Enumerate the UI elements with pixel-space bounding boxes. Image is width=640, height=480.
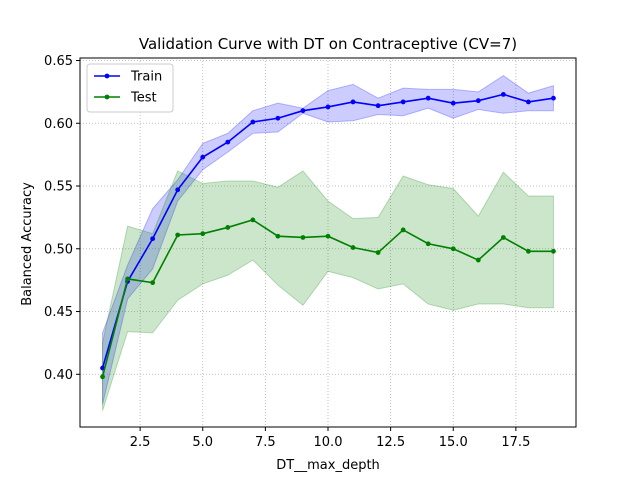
- train-data-point: [400, 99, 406, 105]
- train-data-point: [275, 115, 281, 121]
- x-tick-label: 17.5: [501, 435, 530, 450]
- train-data-point: [450, 100, 456, 106]
- y-tick-label: 0.45: [44, 305, 73, 320]
- train-data-point: [200, 154, 206, 160]
- train-data-point: [551, 95, 556, 101]
- test-data-point: [400, 227, 406, 233]
- y-tick-label: 0.50: [44, 242, 73, 257]
- test-data-point: [125, 276, 130, 282]
- axis-ticks: 2.5 5.0 7.5 10.0 12.5 15.0 17.5 0.40 0.45 0.50 0.5…: [44, 54, 530, 450]
- test-legend-label: Test: [130, 91, 157, 106]
- train-data-point: [175, 187, 181, 193]
- test-data-point: [300, 235, 306, 240]
- x-tick-label: 15.0: [439, 435, 468, 450]
- test-data-point: [526, 248, 531, 254]
- x-tick-label: 10.0: [314, 435, 343, 450]
- train-data-point: [500, 92, 506, 97]
- test-data-point: [350, 245, 356, 250]
- train-data-point: [325, 104, 331, 110]
- y-tick-label: 0.60: [44, 117, 73, 132]
- test-data-point: [200, 231, 206, 237]
- y-tick-label: 0.40: [44, 368, 73, 383]
- test-data-point: [425, 241, 431, 247]
- train-legend-label: Train: [130, 70, 162, 85]
- x-axis-label: DT__max_depth: [276, 458, 380, 473]
- test-data-point: [375, 250, 381, 255]
- y-axis-label: Balanced Accuracy: [20, 182, 35, 306]
- test-data-point: [551, 248, 556, 254]
- chart-title: Validation Curve with DT on Contraceptiv…: [139, 35, 517, 53]
- test-data-point: [500, 235, 506, 240]
- x-tick-label: 2.5: [130, 435, 151, 450]
- x-tick-label: 5.0: [192, 435, 213, 450]
- train-data-point: [375, 103, 381, 109]
- train-confidence-band: [102, 74, 554, 405]
- train-data-point: [250, 119, 256, 125]
- train-data-point: [526, 99, 531, 105]
- test-data-point: [150, 280, 156, 286]
- train-data-point: [225, 139, 231, 145]
- train-data-point: [350, 99, 356, 105]
- series-lines: [100, 92, 556, 380]
- test-data-point: [450, 246, 456, 252]
- x-tick-label: 7.5: [255, 435, 276, 450]
- test-data-point: [250, 217, 256, 223]
- test-data-point: [100, 374, 105, 380]
- test-data-point: [275, 233, 281, 239]
- train-data-point: [150, 236, 156, 242]
- legend: Train Test: [86, 63, 174, 113]
- y-tick-label: 0.65: [44, 54, 73, 69]
- y-tick-label: 0.55: [44, 180, 73, 195]
- test-data-point: [225, 225, 231, 230]
- test-data-point: [475, 257, 481, 263]
- train-data-point: [475, 98, 481, 104]
- train-data-point: [300, 108, 306, 114]
- test-data-point: [325, 233, 331, 239]
- x-tick-label: 12.5: [376, 435, 405, 450]
- test-legend-marker: [104, 94, 110, 100]
- train-data-point: [425, 95, 431, 101]
- test-data-point: [175, 232, 181, 238]
- train-legend-marker: [104, 73, 110, 79]
